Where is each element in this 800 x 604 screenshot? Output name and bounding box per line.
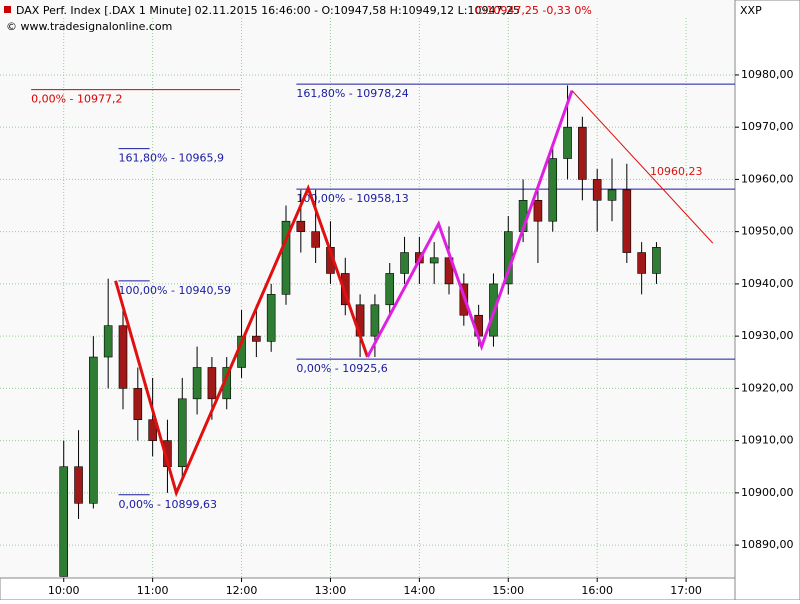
candle-body bbox=[533, 200, 543, 222]
y-tick-label: 10900,00 bbox=[741, 486, 794, 499]
x-tick-label: 13:00 bbox=[315, 584, 347, 597]
candle-body bbox=[281, 220, 291, 295]
y-tick-label: 10890,00 bbox=[741, 538, 794, 551]
x-tick-label: 17:00 bbox=[670, 584, 702, 597]
level-label: 100,00% - 10958,13 bbox=[296, 192, 408, 205]
candle-body bbox=[563, 126, 572, 159]
y-tick-label: 10970,00 bbox=[741, 120, 794, 133]
candle-body bbox=[207, 367, 217, 400]
candle-body bbox=[311, 231, 320, 248]
plot-area bbox=[0, 0, 735, 578]
candle-body bbox=[622, 189, 632, 253]
level-label: 0,00% - 10899,63 bbox=[119, 498, 217, 511]
level-label: 100,00% - 10940,59 bbox=[119, 284, 231, 297]
candle-body bbox=[296, 220, 306, 232]
x-tick-label: 16:00 bbox=[581, 584, 613, 597]
candle-body bbox=[385, 273, 395, 306]
x-tick-label: 15:00 bbox=[492, 584, 524, 597]
drawn-line bbox=[114, 184, 369, 498]
header-icon bbox=[4, 6, 11, 13]
level-label: 161,80% - 10978,24 bbox=[296, 87, 408, 100]
candle-body bbox=[133, 388, 143, 421]
x-axis-panel bbox=[0, 577, 736, 601]
y-axis-panel bbox=[734, 0, 800, 601]
x-tick-label: 14:00 bbox=[404, 584, 436, 597]
y-tick-label: 10980,00 bbox=[741, 68, 794, 81]
header-change: C:10947,25 -0,33 0% bbox=[475, 4, 592, 17]
candle-body bbox=[429, 257, 439, 264]
candle-body bbox=[103, 325, 113, 358]
candle-body bbox=[370, 304, 380, 337]
candle-body bbox=[340, 273, 350, 306]
x-tick-label: 11:00 bbox=[137, 584, 169, 597]
level-label: 161,80% - 10965,9 bbox=[119, 152, 224, 165]
candle-body bbox=[252, 335, 261, 342]
candle-body bbox=[637, 252, 646, 274]
header: DAX Perf. Index [.DAX 1 Minute] 02.11.20… bbox=[16, 4, 520, 17]
candle-body bbox=[89, 356, 98, 504]
drawn-line bbox=[571, 90, 714, 244]
candle-body bbox=[592, 179, 602, 201]
x-tick-label: 12:00 bbox=[226, 584, 258, 597]
candle-body bbox=[118, 325, 128, 389]
drawn-line bbox=[366, 90, 574, 358]
x-tick-label: 10:00 bbox=[48, 584, 80, 597]
axis-label: XXP bbox=[740, 4, 762, 17]
candle-body bbox=[148, 419, 157, 441]
y-tick-label: 10940,00 bbox=[741, 277, 794, 290]
candle-body bbox=[400, 252, 409, 274]
candle-body bbox=[578, 126, 587, 180]
trend-label: 10960,23 bbox=[650, 165, 703, 178]
copyright: © www.tradesignalonline.com bbox=[6, 20, 172, 33]
candle-body bbox=[59, 466, 69, 577]
y-tick-label: 10920,00 bbox=[741, 381, 794, 394]
level-label: 0,00% - 10977,2 bbox=[31, 93, 122, 106]
candle-body bbox=[607, 189, 617, 201]
candle-body bbox=[652, 247, 661, 274]
candle-body bbox=[74, 466, 83, 504]
y-tick-label: 10910,00 bbox=[741, 434, 794, 447]
candle-body bbox=[266, 294, 276, 342]
candle-body bbox=[177, 398, 187, 468]
candle-body bbox=[192, 367, 202, 400]
candle-body bbox=[548, 158, 558, 222]
y-tick-label: 10960,00 bbox=[741, 172, 794, 185]
level-label: 0,00% - 10925,6 bbox=[296, 362, 387, 375]
y-tick-label: 10950,00 bbox=[741, 225, 794, 238]
y-tick-label: 10930,00 bbox=[741, 329, 794, 342]
